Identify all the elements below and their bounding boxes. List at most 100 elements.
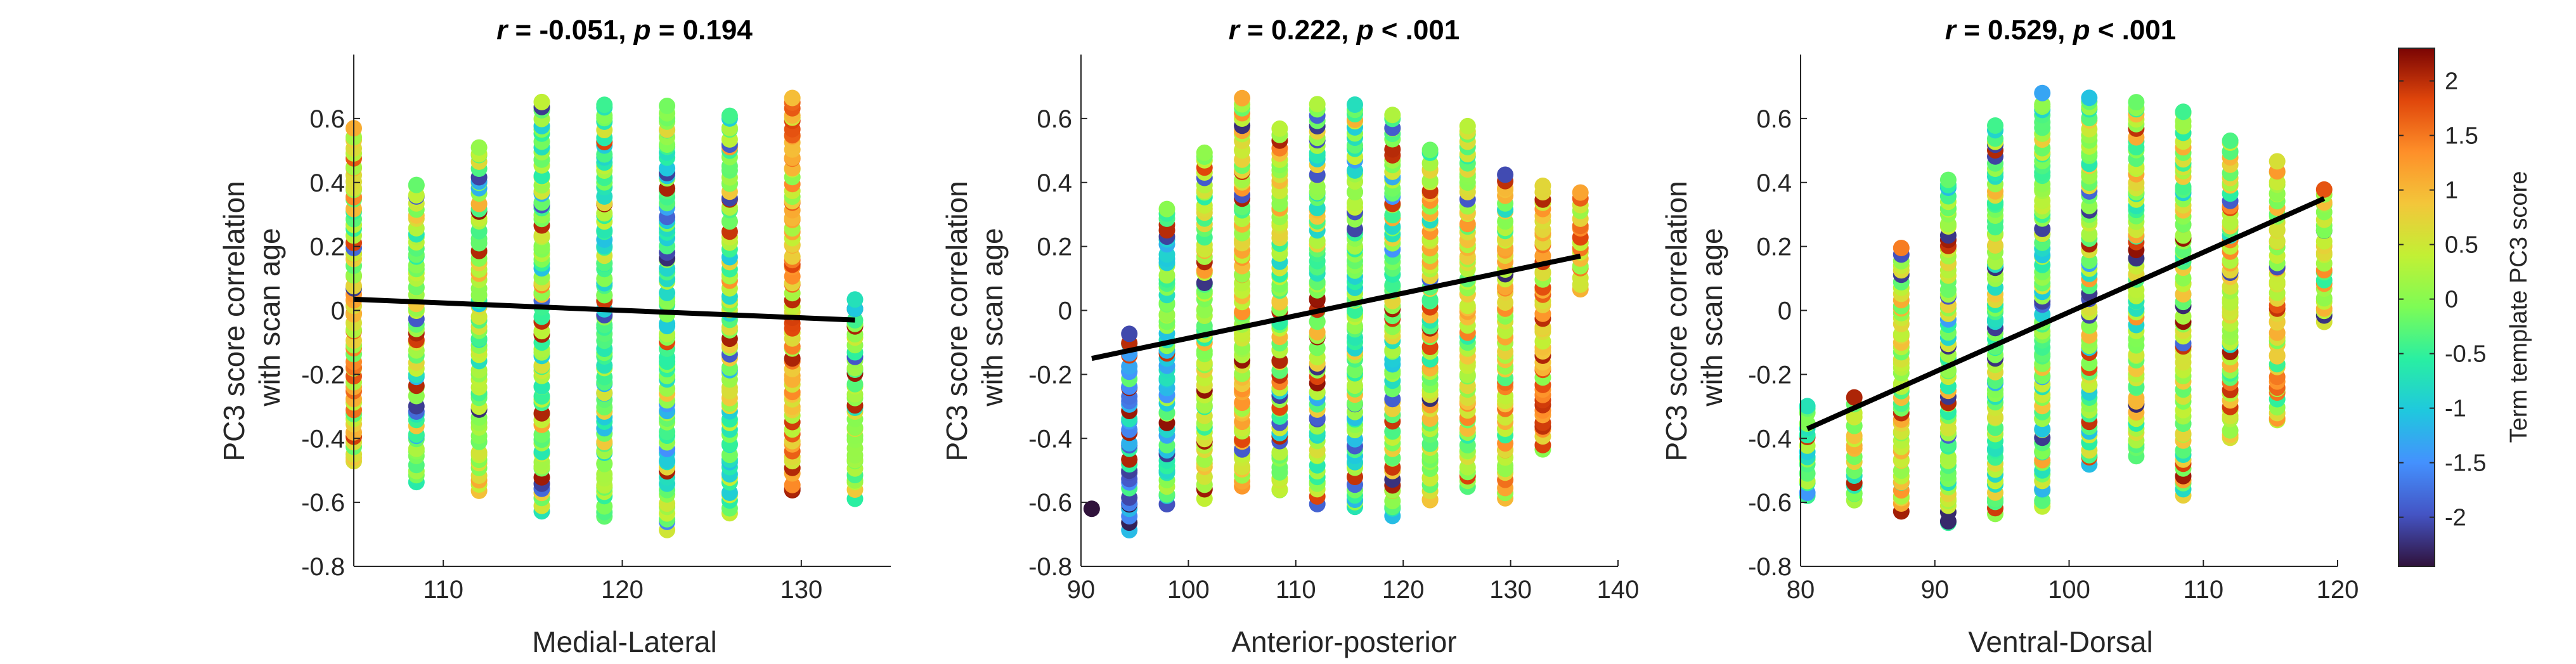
x-tick-label: 90 (1921, 576, 1950, 604)
y-tick-label: -0.6 (1028, 489, 1072, 517)
y-axis-label-line-1: PC3 score correlation (217, 181, 250, 461)
y-axis-label-line-1: PC3 score correlation (940, 181, 973, 461)
colorbar: -2 -1.5 -1 -0.5 0 0.5 1 1.5 2 Term template PC3 … (2398, 48, 2532, 567)
title-r-symbol: r (1945, 15, 1958, 46)
y-tick-label: 0.6 (1037, 105, 1072, 133)
colorbar-tick-label: 0.5 (2445, 232, 2478, 259)
x-tick-label: 120 (2317, 576, 2359, 604)
y-tick-label: 0.6 (1756, 105, 1792, 133)
colorbar-ticks: -2 -1.5 -1 -0.5 0 0.5 1 1.5 2 (2398, 68, 2486, 531)
y-axis-label: PC3 score correlation with scan age (217, 173, 286, 461)
scatter-panel-anterior-posterior: -0.8 -0.6 -0.4 -0.2 0 0.2 0.4 0.6 90 100 110 120 130… (940, 15, 1639, 658)
y-tick-label: -0.4 (1028, 425, 1072, 453)
y-axis-label-line-2: with scan age (976, 228, 1009, 407)
scatter-point (1893, 240, 1910, 256)
scatter-point (1158, 200, 1175, 218)
scatter-point (1121, 325, 1138, 342)
scatter-point (1083, 500, 1100, 518)
scatter-point (1459, 297, 1476, 315)
scatter-point (1987, 117, 2003, 134)
y-axis-label: PC3 score correlation with scan age (940, 173, 1009, 461)
y-tick-label: 0.6 (309, 105, 345, 133)
scatter-points (1083, 89, 1589, 538)
colorbar-tick-label: -2 (2445, 505, 2466, 531)
panel-title: r = 0.222, p < .001 (1229, 15, 1460, 46)
y-tick-label: -0.8 (1748, 553, 1792, 581)
y-tick-label: -0.2 (1748, 361, 1792, 389)
title-p-symbol: p (1356, 15, 1374, 46)
x-tick-label: 110 (423, 576, 463, 604)
scatter-point (2128, 94, 2145, 111)
colorbar-tick-label: 0 (2445, 287, 2458, 313)
x-axis-label: Anterior-posterior (1231, 625, 1456, 658)
x-tick-label: 140 (1597, 576, 1640, 604)
trend-line (1806, 196, 2326, 431)
scatter-point (1572, 184, 1589, 201)
title-p-value: < .001 (2090, 15, 2176, 46)
x-axis-label: Ventral-Dorsal (1968, 625, 2152, 658)
title-p-value: < .001 (1373, 15, 1460, 46)
title-r-symbol: r (1229, 15, 1241, 46)
scatter-point (1234, 89, 1251, 107)
scatter-point (1347, 96, 1363, 113)
title-r-value: = 0.529, (1956, 15, 2073, 46)
y-tick-label: -0.2 (301, 361, 345, 389)
y-axis-label: PC3 score correlation with scan age (1660, 173, 1728, 461)
title-r-symbol: r (496, 15, 509, 46)
y-tick-label: 0.4 (1756, 169, 1792, 197)
y-tick-label: -0.6 (1748, 489, 1792, 517)
scatter-point (784, 89, 801, 107)
x-tick-label: 130 (780, 576, 822, 604)
scatter-point (1196, 144, 1213, 161)
scatter-point (533, 93, 550, 110)
scatter-point (408, 176, 425, 193)
y-axis-label-line-2: with scan age (253, 228, 286, 407)
axes: -0.8 -0.6 -0.4 -0.2 0 0.2 0.4 0.6 80 90 100 110 120 (1748, 55, 2359, 604)
x-axis-label: Medial-Lateral (532, 625, 716, 658)
y-tick-label: -0.2 (1028, 361, 1072, 389)
title-r-value: = -0.051, (507, 15, 633, 46)
x-tick-label: 80 (1787, 576, 1815, 604)
colorbar-tick-label: -1.5 (2445, 450, 2486, 477)
y-tick-label: -0.8 (1028, 553, 1072, 581)
colorbar-tick-label: -1 (2445, 396, 2466, 422)
title-p-value: = 0.194 (651, 15, 753, 46)
scatter-point (596, 96, 613, 114)
scatter-point (1459, 117, 1476, 134)
scatter-point (659, 98, 676, 114)
title-r-value: = 0.222, (1239, 15, 1357, 46)
scatter-panel-medial-lateral: -0.8 -0.6 -0.4 -0.2 0 0.2 0.4 0.6 110 120 130 r = … (217, 15, 891, 658)
y-tick-label: -0.8 (301, 553, 345, 581)
x-tick-label: 110 (1276, 576, 1316, 604)
scatter-point (846, 291, 864, 308)
title-p-symbol: p (633, 15, 651, 46)
scatter-point (2222, 422, 2239, 439)
colorbar-label: Term template PC3 score (2506, 171, 2532, 443)
y-tick-label: 0.2 (1756, 233, 1792, 261)
scatter-point (659, 284, 676, 301)
x-tick-label: 120 (601, 576, 644, 604)
trend-line (353, 296, 855, 323)
axes: -0.8 -0.6 -0.4 -0.2 0 0.2 0.4 0.6 90 100 110 120 130… (1028, 55, 1639, 604)
x-tick-label: 110 (2183, 576, 2223, 604)
panel-title: r = 0.529, p < .001 (1945, 15, 2177, 46)
colorbar-gradient (2398, 48, 2435, 567)
y-tick-label: 0.2 (1037, 233, 1072, 261)
scatter-point (1939, 171, 1957, 188)
scatter-point (1421, 141, 1439, 159)
scatter-panel-ventral-dorsal: -0.8-0.6-0.4-0.200.20.40.680 90 100 110 120 … (1660, 15, 2359, 658)
trend-line (1091, 253, 1581, 361)
scatter-point (1384, 107, 1401, 124)
y-tick-label: -0.4 (1748, 425, 1792, 453)
axes: -0.8 -0.6 -0.4 -0.2 0 0.2 0.4 0.6 110 120 130 (301, 55, 891, 604)
x-tick-label: 120 (1382, 576, 1425, 604)
scatter-point (1309, 96, 1326, 113)
x-tick-label: 100 (1167, 576, 1210, 604)
scatter-point (1799, 398, 1816, 415)
x-tick-label: 90 (1067, 576, 1096, 604)
y-axis-label-line-2: with scan age (1695, 228, 1728, 407)
y-tick-label: -0.4 (301, 425, 345, 453)
scatter-point (1846, 389, 1863, 406)
y-tick-label: 0.4 (309, 169, 345, 197)
